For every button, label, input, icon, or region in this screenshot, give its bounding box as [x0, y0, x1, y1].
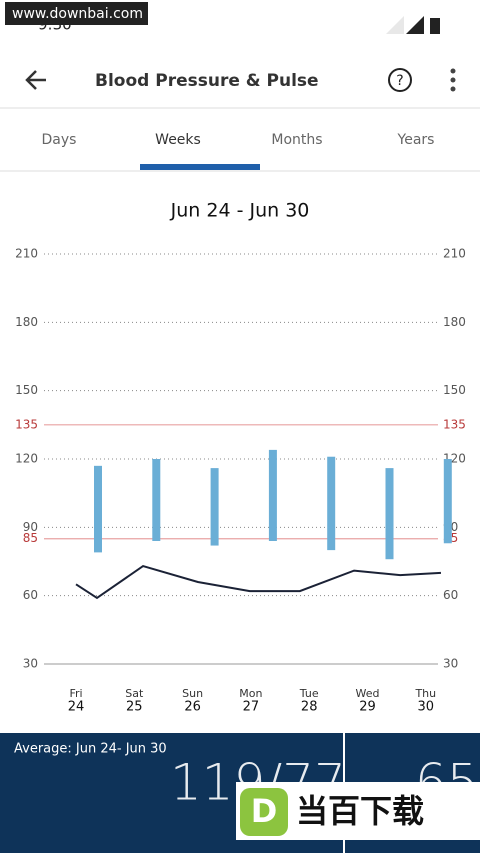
- more-button[interactable]: [450, 68, 456, 92]
- y-tick-label: 180: [15, 315, 38, 329]
- pressure-bar: [210, 468, 219, 546]
- tab-indicator: [140, 164, 260, 170]
- y2-tick-label: 150: [443, 383, 466, 397]
- y-tick-label: 90: [23, 520, 38, 534]
- x-tick-date: 26: [184, 700, 201, 715]
- help-button[interactable]: [388, 68, 412, 92]
- logo-letter: D: [251, 792, 278, 830]
- y-tick-label: 210: [15, 247, 38, 261]
- y-tick-label: 150: [15, 383, 38, 397]
- x-tick-label: Fri: [69, 687, 82, 700]
- x-tick-date: 30: [418, 700, 435, 715]
- y2-tick-label: 180: [443, 315, 466, 329]
- pressure-bar: [268, 449, 277, 541]
- y2-tick-label: 30: [443, 657, 458, 671]
- pressure-bar: [152, 459, 161, 541]
- reference-label: 85: [23, 531, 38, 545]
- pressure-bar: [443, 459, 452, 544]
- reference-label: 135: [443, 417, 466, 431]
- watermark: www.downbai.com: [12, 6, 143, 22]
- x-tick-label: Tue: [299, 687, 319, 700]
- x-tick-date: 25: [126, 700, 143, 715]
- y-tick-label: 60: [23, 588, 38, 602]
- y-tick-label: 30: [23, 657, 38, 671]
- back-button[interactable]: [25, 70, 46, 90]
- tab[interactable]: Days: [42, 132, 77, 148]
- x-tick-label: Thu: [414, 687, 436, 700]
- x-tick-label: Wed: [356, 687, 380, 700]
- x-tick-date: 28: [301, 700, 318, 715]
- pressure-bar: [327, 456, 336, 551]
- x-tick-date: 24: [68, 700, 85, 715]
- x-tick-label: Sun: [182, 687, 203, 700]
- x-tick-date: 27: [243, 700, 260, 715]
- logo-text: 当百下载: [296, 792, 424, 830]
- pulse-line: [75, 564, 442, 600]
- pressure-bar: [385, 468, 394, 560]
- x-tick-label: Sat: [125, 687, 144, 700]
- summary-label: Average: Jun 24- Jun 30: [14, 742, 167, 757]
- battery-icon: [430, 18, 440, 34]
- y-tick-label: 120: [15, 452, 38, 466]
- signal-icon: [406, 16, 424, 34]
- help-icon: ?: [396, 73, 403, 89]
- pressure-bar: [94, 465, 102, 553]
- y2-tick-label: 210: [443, 247, 466, 261]
- tab[interactable]: Years: [397, 132, 435, 148]
- logo-icon: [240, 788, 288, 836]
- watermark-box: [5, 2, 148, 25]
- x-tick-date: 29: [359, 700, 376, 715]
- tab[interactable]: Months: [271, 132, 322, 148]
- app-title: Blood Pressure & Pulse: [95, 71, 319, 91]
- reference-label: 135: [15, 417, 38, 431]
- wifi-icon: [386, 16, 404, 34]
- y2-tick-label: 60: [443, 588, 458, 602]
- tab[interactable]: Weeks: [155, 132, 201, 148]
- chart-title: Jun 24 - Jun 30: [170, 200, 310, 222]
- x-tick-label: Mon: [239, 687, 262, 700]
